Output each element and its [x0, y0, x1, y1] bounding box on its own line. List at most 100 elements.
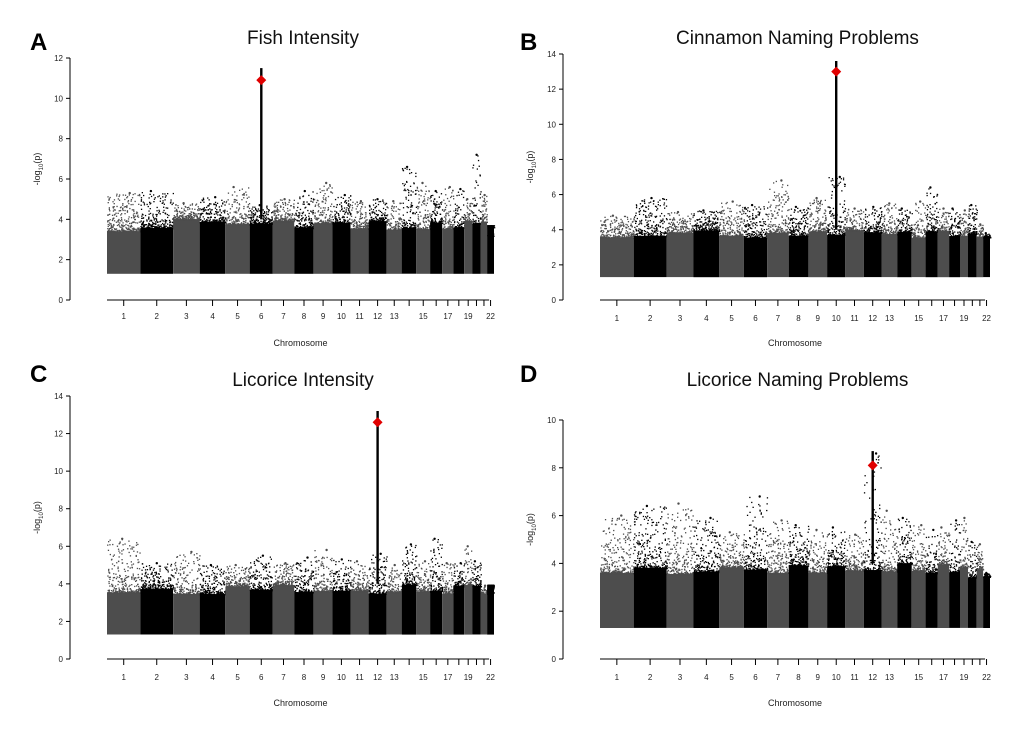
snp-point	[257, 220, 259, 222]
snp-point	[235, 221, 237, 223]
snp-point	[425, 220, 427, 223]
snp-point	[214, 203, 216, 205]
snp-point	[672, 222, 675, 224]
snp-point	[109, 231, 111, 233]
snp-point	[658, 235, 660, 238]
snp-point	[310, 200, 312, 202]
snp-point	[411, 227, 413, 229]
snp-point	[356, 201, 358, 203]
snp-point	[122, 230, 125, 232]
snp-point	[400, 202, 402, 204]
snp-point	[350, 195, 352, 197]
snp-point	[641, 233, 643, 236]
snp-point	[472, 197, 474, 200]
snp-point	[442, 222, 444, 224]
snp-point	[696, 219, 698, 221]
snp-point	[725, 230, 727, 232]
snp-point	[190, 213, 193, 215]
snp-point	[284, 201, 286, 204]
snp-point	[258, 222, 260, 224]
snp-point	[689, 217, 691, 220]
snp-peak-point	[149, 189, 153, 193]
snp-point	[380, 217, 382, 219]
snp-point	[273, 210, 275, 212]
snp-point	[409, 226, 411, 228]
snp-point	[662, 235, 664, 238]
snp-point	[259, 215, 261, 217]
snp-point	[179, 211, 181, 213]
snp-point	[324, 209, 326, 211]
snp-point	[418, 194, 420, 196]
snp-point	[212, 219, 214, 221]
snp-point	[255, 208, 257, 210]
snp-point	[248, 187, 250, 189]
snp-point	[708, 226, 710, 228]
snp-point	[673, 217, 675, 219]
snp-point	[422, 201, 424, 203]
snp-point	[629, 228, 632, 230]
x-tick-label: 2	[155, 312, 160, 321]
snp-point	[365, 219, 367, 221]
snp-point	[306, 201, 308, 203]
snp-point	[679, 231, 681, 233]
snp-point	[282, 218, 285, 220]
snp-point	[156, 206, 158, 209]
snp-point	[287, 213, 290, 215]
snp-point	[262, 222, 264, 224]
snp-point	[127, 200, 130, 202]
snp-point	[623, 234, 625, 236]
snp-point	[124, 213, 126, 215]
snp-point	[347, 219, 349, 221]
snp-point	[177, 218, 179, 220]
snp-point	[399, 223, 401, 225]
snp-point	[224, 217, 226, 219]
snp-point	[324, 220, 327, 222]
snp-point	[657, 230, 659, 232]
snp-point	[390, 218, 392, 220]
snp-point	[609, 235, 612, 237]
snp-point	[312, 209, 314, 212]
snp-point	[167, 207, 169, 209]
snp-point	[354, 203, 356, 205]
snp-point	[476, 168, 478, 170]
snp-point	[164, 225, 167, 227]
snp-point	[449, 210, 452, 212]
y-tick-label: 14	[547, 50, 556, 59]
snp-point	[349, 204, 351, 206]
snp-point	[707, 224, 709, 226]
snp-point	[445, 213, 447, 215]
snp-point	[151, 224, 153, 226]
snp-point	[445, 194, 447, 196]
snp-point	[301, 226, 303, 229]
snp-point	[219, 214, 221, 216]
y-axis-label: -log10(p)	[525, 151, 538, 184]
snp-point	[309, 227, 311, 230]
snp-point	[398, 225, 401, 228]
snp-point	[179, 218, 182, 220]
snp-point	[623, 225, 625, 227]
snp-point	[113, 223, 115, 226]
snp-point	[148, 218, 150, 220]
snp-point	[488, 227, 491, 229]
snp-point	[186, 207, 189, 209]
snp-point	[188, 218, 191, 221]
snp-point	[132, 214, 135, 216]
snp-point	[603, 221, 605, 223]
snp-point	[673, 228, 675, 231]
snp-point	[713, 212, 715, 214]
snp-point	[422, 218, 425, 220]
snp-point	[411, 206, 413, 208]
snp-point	[114, 209, 116, 211]
snp-point	[295, 214, 298, 216]
snp-point	[308, 226, 310, 228]
snp-point	[408, 194, 410, 196]
snp-point	[723, 234, 725, 236]
x-tick-label: 11	[355, 312, 364, 321]
snp-point	[492, 225, 494, 227]
snp-point	[228, 223, 230, 225]
snp-point	[121, 228, 123, 231]
snp-point	[175, 204, 177, 206]
snp-point	[353, 224, 356, 227]
snp-point	[363, 225, 366, 228]
snp-point	[386, 224, 389, 226]
